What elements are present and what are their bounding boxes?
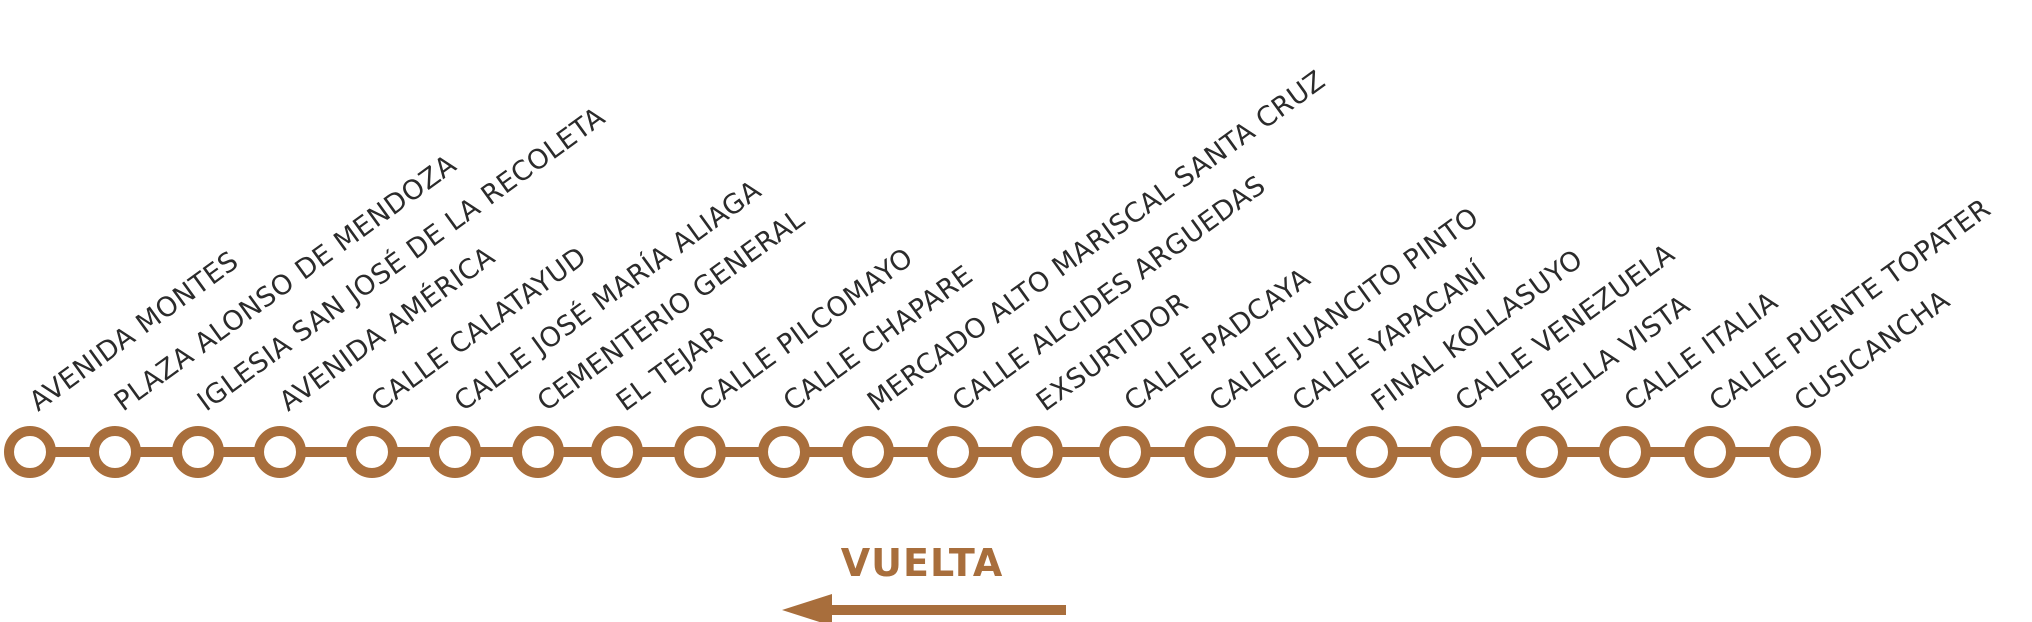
stop-marker — [346, 426, 398, 478]
stop-marker — [591, 426, 643, 478]
stop-marker — [512, 426, 564, 478]
stop-marker — [1599, 426, 1651, 478]
stop-marker — [1769, 426, 1821, 478]
direction-arrow — [782, 594, 1066, 622]
stop-marker — [758, 426, 810, 478]
direction-arrow-head — [782, 594, 832, 622]
stop-marker — [842, 426, 894, 478]
stop-marker — [1267, 426, 1319, 478]
stop-marker — [927, 426, 979, 478]
stop-marker — [4, 426, 56, 478]
stop-marker — [1346, 426, 1398, 478]
stop-marker — [1684, 426, 1736, 478]
stop-marker — [1516, 426, 1568, 478]
stop-marker — [674, 426, 726, 478]
stop-marker — [1430, 426, 1482, 478]
stop-marker — [1011, 426, 1063, 478]
stop-marker — [1184, 426, 1236, 478]
stop-marker — [172, 426, 224, 478]
stop: MERCADO ALTO MARISCAL SANTA CRUZ — [842, 65, 1331, 478]
stop-marker — [89, 426, 141, 478]
stop-marker — [429, 426, 481, 478]
stop-marker — [1099, 426, 1151, 478]
stop-marker — [254, 426, 306, 478]
direction-label: VUELTA — [841, 541, 1004, 585]
